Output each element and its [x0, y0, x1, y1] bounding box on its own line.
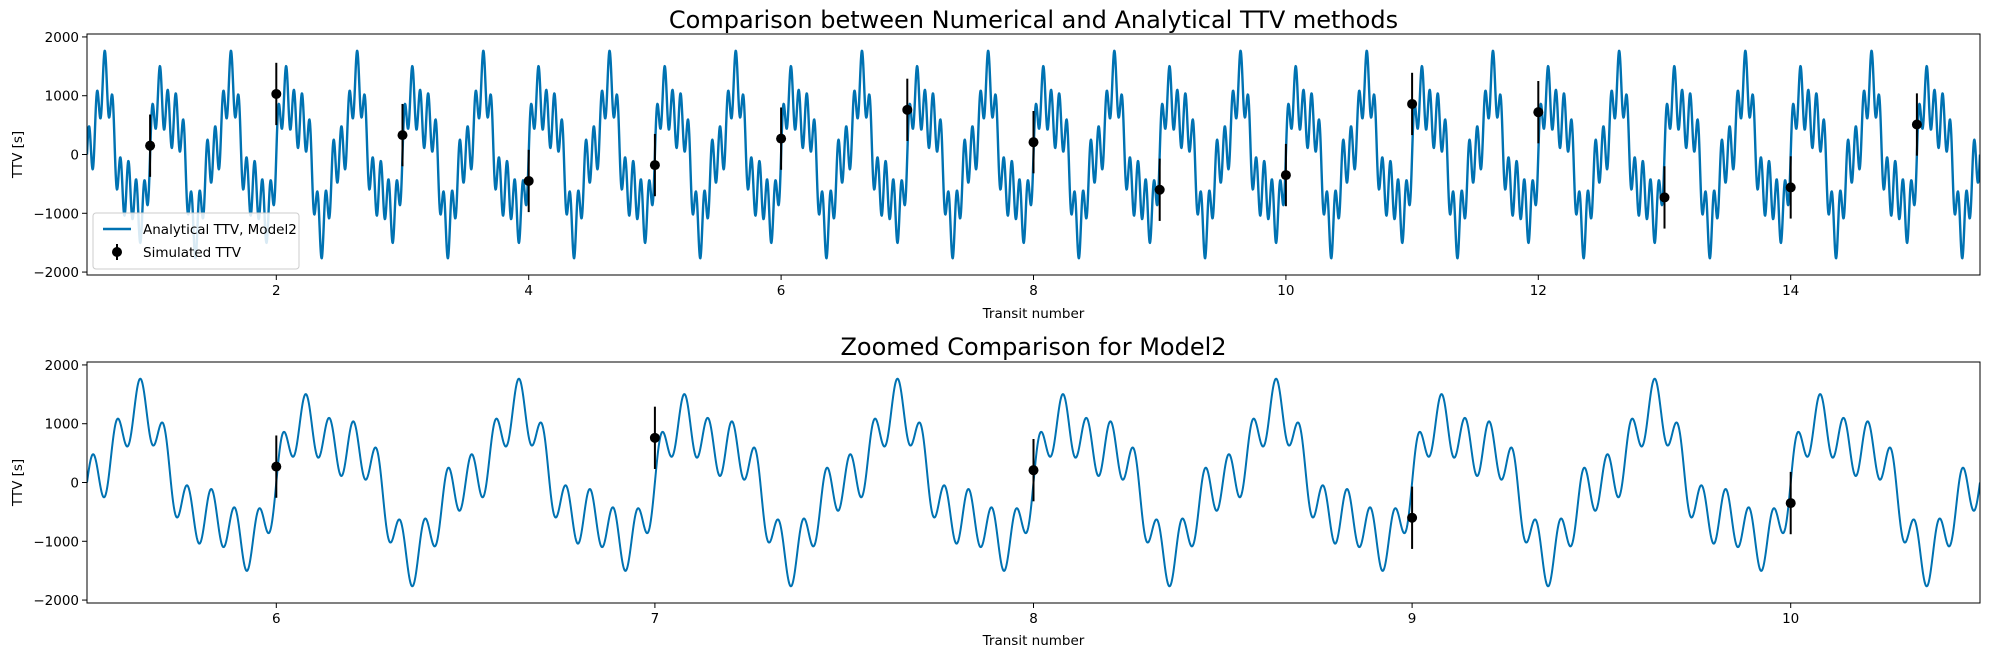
- y-tick-label: 0: [70, 148, 79, 164]
- y-tick-label: 1000: [45, 89, 79, 105]
- simulated-ttv-point: [1785, 182, 1796, 193]
- x-tick-label: 7: [651, 611, 660, 627]
- simulated-ttv-point: [902, 104, 913, 115]
- simulated-ttv-point: [776, 133, 787, 144]
- x-tick-label: 8: [1029, 283, 1038, 299]
- y-tick-label: 1000: [45, 417, 79, 433]
- x-tick-label: 9: [1408, 611, 1417, 627]
- y-tick-label: −2000: [33, 593, 79, 609]
- plot-area: [87, 377, 1980, 588]
- y-tick-label: −1000: [33, 534, 79, 550]
- chart-title: Zoomed Comparison for Model2: [840, 333, 1226, 361]
- legend-entry-label: Analytical TTV, Model2: [143, 222, 297, 238]
- y-tick-label: −1000: [33, 206, 79, 222]
- x-tick-label: 6: [777, 283, 786, 299]
- simulated-ttv-point: [1154, 184, 1165, 195]
- simulated-ttv-point: [1911, 119, 1922, 130]
- x-tick-label: 10: [1782, 611, 1799, 627]
- x-tick-label: 8: [1029, 611, 1038, 627]
- simulated-ttv-point: [1280, 170, 1291, 181]
- x-tick-label: 10: [1277, 283, 1294, 299]
- x-tick-label: 2: [272, 283, 281, 299]
- legend-marker-swatch: [112, 247, 122, 257]
- y-tick-label: −2000: [33, 265, 79, 281]
- y-axis-label: TTV [s]: [10, 131, 26, 179]
- simulated-ttv-point: [1028, 137, 1039, 148]
- simulated-ttv-point: [1028, 465, 1039, 476]
- simulated-ttv-point: [397, 130, 408, 141]
- x-tick-label: 4: [524, 283, 533, 299]
- chart-title: Comparison between Numerical and Analyti…: [669, 6, 1398, 34]
- x-tick-label: 14: [1782, 283, 1799, 299]
- top-chart-panel: Comparison between Numerical and Analyti…: [10, 6, 1981, 322]
- simulated-ttv-point: [523, 175, 534, 186]
- x-axis-label: Transit number: [982, 306, 1085, 322]
- simulated-ttv-point: [1407, 98, 1418, 109]
- simulated-ttv-point: [649, 160, 660, 171]
- x-axis-label: Transit number: [982, 633, 1085, 649]
- legend: Analytical TTV, Model2 Simulated TTV: [92, 212, 300, 270]
- y-tick-label: 0: [70, 476, 79, 492]
- plot-area: [87, 49, 1980, 260]
- y-tick-label: 2000: [45, 30, 79, 46]
- x-tick-label: 12: [1530, 283, 1547, 299]
- simulated-ttv-point: [271, 461, 282, 472]
- y-tick-label: 2000: [45, 358, 79, 374]
- simulated-ttv-point: [1659, 192, 1670, 203]
- simulated-ttv-point: [1407, 512, 1418, 523]
- simulated-ttv-point: [649, 432, 660, 443]
- simulated-ttv-point: [1785, 498, 1796, 509]
- x-tick-label: 6: [272, 611, 281, 627]
- simulated-ttv-point: [145, 140, 156, 151]
- legend-box: [92, 212, 300, 270]
- simulated-ttv-point: [271, 88, 282, 99]
- simulated-ttv-point: [1533, 107, 1544, 118]
- y-axis-label: TTV [s]: [10, 459, 26, 507]
- zoomed-chart-panel: Zoomed Comparison for Model2 6 7 8 9 10 −2000 −…: [10, 333, 1981, 649]
- legend-entry-label: Simulated TTV: [143, 245, 242, 261]
